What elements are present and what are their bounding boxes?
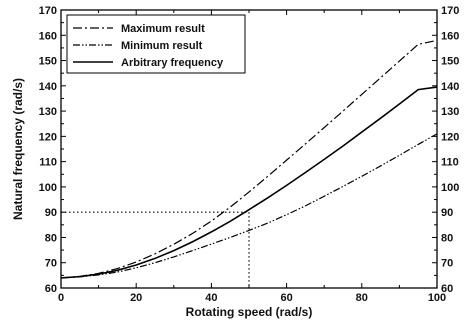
x-tick-label: 80 — [356, 292, 368, 304]
y-right-tick-label: 90 — [441, 207, 453, 219]
x-tick-label: 20 — [130, 292, 142, 304]
y-right-tick-label: 150 — [441, 56, 459, 68]
legend-label-3: Arbitrary frequency — [121, 57, 224, 69]
x-tick-label: 100 — [428, 292, 446, 304]
x-axis-title: Rotating speed (rad/s) — [186, 305, 313, 319]
legend: Maximum result Minimum result Arbitrary fr… — [66, 14, 246, 74]
series-line-1 — [60, 39, 438, 279]
series-line-3 — [60, 86, 438, 279]
y-tick-label: 140 — [39, 81, 57, 93]
y-right-tick-label: 110 — [441, 157, 459, 169]
y-tick-label: 120 — [39, 131, 57, 143]
y-right-tick-label: 100 — [441, 182, 459, 194]
y-tick-label: 80 — [45, 232, 57, 244]
y-right-tick-label: 170 — [441, 5, 459, 17]
legend-box — [66, 14, 246, 74]
y-tick-label: 150 — [39, 56, 57, 68]
x-tick-label: 40 — [205, 292, 217, 304]
ticks-layer: 60 70 80 90 100 110 120 130 140 150 160 170 60 70 80 90… — [39, 5, 460, 304]
y-right-tick-label: 70 — [441, 258, 453, 270]
y-right-tick-label: 120 — [441, 131, 459, 143]
legend-label-2: Minimum result — [121, 40, 203, 52]
series-line-2 — [60, 133, 438, 279]
y-right-tick-label: 80 — [441, 232, 453, 244]
y-axis-title: Natural frequency (rad/s) — [11, 78, 25, 220]
x-tick-label: 0 — [58, 292, 64, 304]
y-tick-label: 130 — [39, 106, 57, 118]
y-tick-label: 60 — [45, 283, 57, 295]
legend-label-1: Maximum result — [121, 23, 205, 35]
y-tick-label: 100 — [39, 182, 57, 194]
y-tick-label: 110 — [39, 157, 57, 169]
y-tick-label: 70 — [45, 258, 57, 270]
series-layer — [60, 39, 438, 279]
y-right-tick-label: 60 — [441, 283, 453, 295]
y-right-tick-label: 130 — [441, 106, 459, 118]
y-right-tick-label: 140 — [441, 81, 459, 93]
y-tick-label: 160 — [39, 30, 57, 42]
y-tick-label: 90 — [45, 207, 57, 219]
y-right-tick-label: 160 — [441, 30, 459, 42]
x-tick-label: 60 — [280, 292, 292, 304]
y-tick-label: 170 — [39, 5, 57, 17]
